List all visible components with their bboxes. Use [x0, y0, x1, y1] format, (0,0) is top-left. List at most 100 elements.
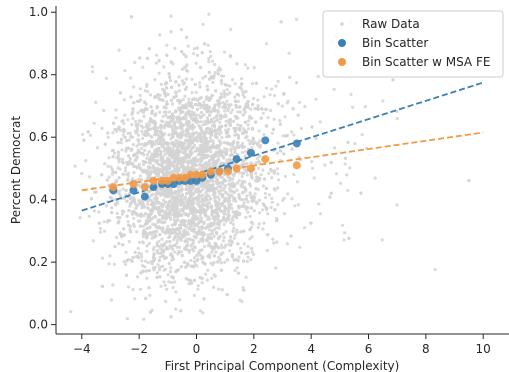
- raw-data-point: [111, 131, 115, 135]
- raw-data-point: [281, 134, 285, 138]
- raw-data-point: [208, 162, 212, 166]
- raw-data-point: [188, 237, 192, 241]
- raw-data-point: [228, 91, 232, 95]
- raw-data-point: [207, 57, 211, 61]
- raw-data-point: [192, 293, 196, 298]
- raw-data-point: [150, 145, 154, 149]
- raw-data-point: [185, 119, 189, 124]
- raw-data-point: [124, 250, 128, 254]
- raw-data-point: [180, 158, 184, 162]
- raw-data-point: [169, 315, 173, 319]
- raw-data-point: [223, 95, 227, 99]
- raw-data-point: [234, 103, 238, 107]
- raw-data-point: [218, 125, 222, 130]
- raw-data-point: [198, 208, 202, 212]
- raw-data-point: [231, 229, 235, 233]
- raw-data-point: [243, 110, 247, 114]
- raw-data-point: [181, 82, 185, 86]
- raw-data-point: [130, 111, 134, 116]
- raw-data-point: [157, 265, 161, 269]
- raw-data-point: [241, 93, 245, 97]
- raw-data-point: [241, 198, 245, 202]
- raw-data-point: [116, 150, 120, 154]
- raw-data-point: [200, 114, 204, 119]
- raw-data-point: [184, 77, 188, 81]
- raw-data-point: [245, 194, 249, 198]
- raw-data-point: [117, 191, 121, 195]
- raw-data-point: [154, 129, 158, 133]
- raw-data-point: [196, 120, 200, 124]
- raw-data-point: [164, 299, 168, 303]
- raw-data-point: [170, 223, 174, 227]
- raw-data-point: [210, 93, 214, 97]
- raw-data-point: [150, 152, 154, 156]
- raw-data-point: [144, 296, 148, 300]
- raw-data-point: [117, 48, 121, 52]
- raw-data-point: [146, 261, 150, 265]
- raw-data-point: [215, 231, 219, 235]
- raw-data-point: [216, 214, 221, 218]
- raw-data-point: [164, 192, 168, 196]
- raw-data-point: [190, 91, 194, 95]
- raw-data-point: [252, 66, 256, 70]
- raw-data-point: [241, 91, 245, 95]
- raw-data-point: [190, 77, 194, 81]
- raw-data-point: [250, 199, 254, 203]
- raw-data-point: [295, 17, 299, 21]
- raw-data-point: [223, 209, 227, 213]
- raw-data-point: [353, 142, 357, 146]
- raw-data-point: [133, 250, 137, 254]
- raw-data-point: [157, 211, 161, 215]
- raw-data-point: [279, 149, 283, 153]
- raw-data-point: [141, 241, 145, 245]
- raw-data-point: [216, 102, 220, 106]
- raw-data-point: [244, 150, 248, 154]
- raw-data-point: [159, 82, 163, 86]
- raw-data-point: [208, 127, 212, 131]
- raw-data-point: [178, 230, 182, 234]
- raw-data-point: [164, 247, 168, 251]
- raw-data-point: [116, 221, 120, 225]
- raw-data-point: [172, 215, 176, 219]
- raw-data-point: [217, 132, 222, 136]
- raw-data-point: [246, 66, 250, 70]
- raw-data-point: [282, 152, 286, 156]
- raw-data-point: [145, 226, 149, 230]
- raw-data-point: [169, 161, 173, 165]
- bin-scatter-msa-fit-line: [81, 131, 484, 192]
- raw-data-point: [180, 253, 184, 258]
- raw-data-point: [190, 200, 194, 205]
- raw-data-point: [207, 160, 211, 164]
- raw-data-point: [245, 161, 249, 166]
- raw-data-point: [299, 126, 303, 131]
- raw-data-point: [241, 179, 245, 183]
- raw-data-point: [139, 109, 143, 113]
- raw-data-point: [261, 208, 265, 212]
- raw-data-point: [236, 271, 241, 275]
- raw-data-point: [207, 106, 211, 110]
- bin-scatter-msa-point: [246, 164, 255, 173]
- bin-scatter-fit-line: [81, 81, 484, 212]
- raw-data-point: [135, 275, 140, 279]
- raw-data-point: [141, 203, 145, 207]
- raw-data-point: [144, 160, 148, 164]
- fit-lines: [81, 81, 484, 212]
- raw-data-point: [171, 112, 175, 116]
- raw-data-point: [223, 102, 227, 106]
- raw-data-point: [395, 117, 399, 121]
- raw-data-point: [130, 147, 134, 151]
- raw-data-point: [138, 240, 142, 244]
- raw-data-point: [161, 133, 165, 137]
- raw-data-point: [131, 107, 135, 111]
- raw-data-point: [177, 161, 181, 165]
- bin-scatter-msa-point: [232, 164, 241, 173]
- raw-data-point: [234, 99, 238, 103]
- raw-data-point: [191, 217, 195, 221]
- x-ticks: −4 −2 0 2 4 6 8 10: [73, 334, 491, 356]
- raw-data-point: [264, 86, 269, 90]
- raw-data-point: [248, 182, 252, 186]
- raw-data-point: [146, 202, 150, 206]
- raw-data-point: [171, 147, 175, 151]
- raw-data-point: [168, 79, 173, 83]
- raw-data-point: [198, 85, 202, 89]
